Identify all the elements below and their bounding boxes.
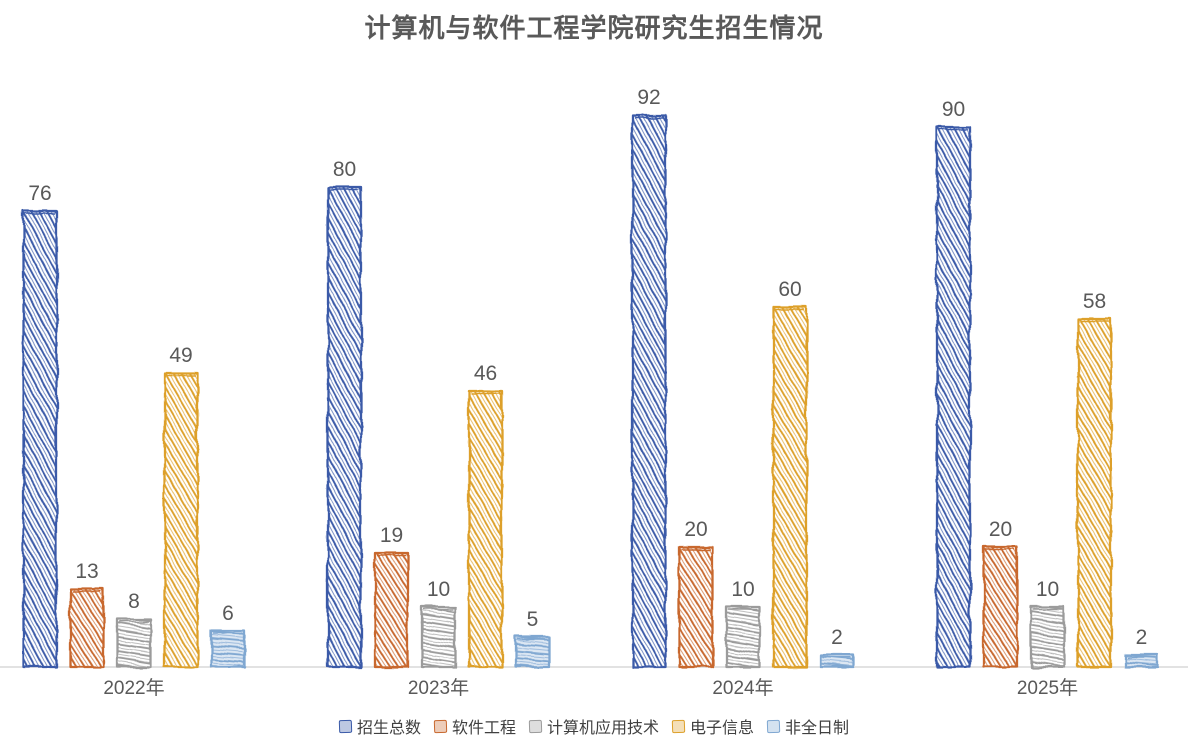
bar-软件工程-2025年[interactable] [982,545,1019,669]
bar-招生总数-2023年[interactable] [326,185,363,669]
legend-swatch-icon [528,719,543,733]
bar-招生总数-2024年[interactable] [631,113,667,669]
data-label: 10 [1036,578,1059,601]
legend-item-电子信息[interactable]: 电子信息 [671,714,755,738]
bar-软件工程-2024年[interactable] [678,545,714,669]
data-label: 58 [1083,290,1106,313]
bar-非全日制-2023年[interactable] [514,635,551,669]
data-label: 20 [989,518,1012,541]
data-label: 20 [684,518,707,541]
chart-title: 计算机与软件工程学院研究生招生情况 [364,13,824,43]
data-label: 19 [380,524,403,547]
bar-非全日制-2025年[interactable] [1123,653,1160,669]
x-axis-label[interactable]: 2023年 [408,677,469,699]
x-axis-label[interactable]: 2024年 [712,677,773,699]
legend-label: 软件工程 [451,720,516,737]
bar-非全日制-2024年[interactable] [819,653,855,669]
bar-计算机应用技术-2023年[interactable] [420,605,457,669]
x-axis-label[interactable]: 2025年 [1017,677,1078,699]
bar-电子信息-2025年[interactable] [1076,317,1113,669]
legend-label: 招生总数 [356,720,421,737]
data-label: 13 [75,560,98,583]
data-label: 6 [222,602,234,625]
data-label: 5 [527,608,539,631]
bar-计算机应用技术-2022年[interactable] [116,617,152,669]
legend-label: 电子信息 [690,720,755,737]
bar-招生总数-2022年[interactable] [22,209,58,669]
data-label: 2 [1136,626,1148,649]
bar-非全日制-2022年[interactable] [210,629,246,669]
data-label: 46 [474,362,497,385]
data-label: 90 [942,98,965,121]
data-label: 2 [831,626,843,649]
legend-swatch-icon [433,719,448,733]
bar-计算机应用技术-2024年[interactable] [725,605,761,669]
bar-电子信息-2022年[interactable] [163,371,199,669]
bar-电子信息-2024年[interactable] [772,305,808,669]
legend-label: 非全日制 [785,720,850,737]
legend-swatch-icon [766,719,781,733]
x-axis-label[interactable]: 2022年 [103,677,164,699]
legend-item-非全日制[interactable]: 非全日制 [766,714,850,738]
legend-item-软件工程[interactable]: 软件工程 [433,714,516,738]
data-label: 8 [128,590,140,613]
bar-软件工程-2023年[interactable] [373,551,410,669]
legend-swatch-icon [338,719,353,733]
data-label: 10 [427,578,450,601]
data-label: 49 [169,344,192,367]
legend-item-计算机应用技术[interactable]: 计算机应用技术 [528,714,659,738]
legend-swatch-icon [671,719,686,733]
bar-软件工程-2022年[interactable] [69,587,105,669]
data-label: 92 [637,86,660,109]
bar-招生总数-2025年[interactable] [935,125,972,669]
data-label: 76 [28,182,51,205]
data-label: 60 [778,278,801,301]
bar-电子信息-2023年[interactable] [467,389,504,669]
data-label: 80 [333,158,356,181]
bar-计算机应用技术-2025年[interactable] [1029,605,1066,669]
legend-label: 计算机应用技术 [546,720,659,737]
legend: 招生总数 软件工程 计算机应用技术 电子信息 非全日制 [0,714,1188,738]
legend-item-招生总数[interactable]: 招生总数 [338,714,421,738]
data-label: 10 [731,578,754,601]
